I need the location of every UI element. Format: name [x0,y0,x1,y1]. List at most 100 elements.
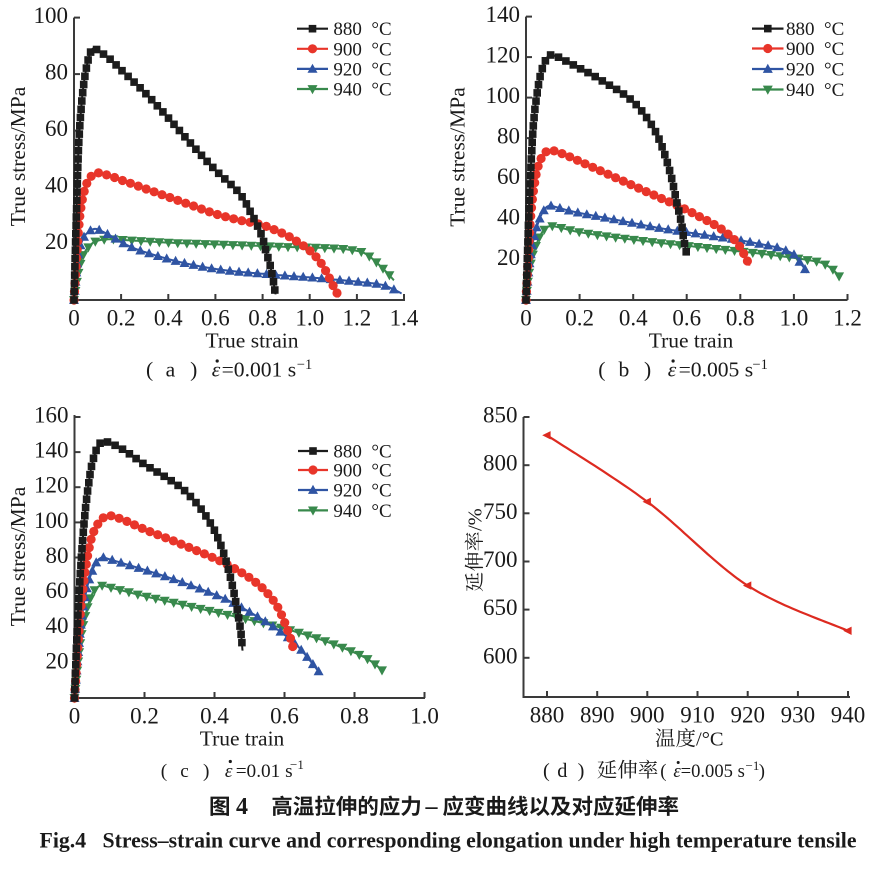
svg-text:40: 40 [497,205,520,230]
svg-text:True train: True train [649,329,734,353]
svg-text:Fig.4 Stress–strain curve an: Fig.4 Stress–strain curve and correspond… [40,829,857,853]
svg-text:c: c [180,761,189,782]
svg-text:True train: True train [200,727,285,751]
svg-text:True strain: True strain [206,329,299,353]
svg-text:=0.001 s: =0.001 s [222,358,297,382]
svg-text:0.4: 0.4 [200,704,229,729]
svg-text:): ) [190,358,197,382]
svg-text:20: 20 [45,229,68,254]
svg-text:(: ( [146,358,153,382]
svg-text:900 °C: 900 °C [786,39,844,60]
svg-text:40: 40 [46,613,69,638]
svg-text:940 °C: 940 °C [786,80,844,101]
svg-text:4: 4 [236,794,248,820]
svg-text:920: 920 [730,703,765,728]
svg-text:ε: ε [212,358,221,382]
svg-text:1.2: 1.2 [833,306,862,331]
svg-text:0.4: 0.4 [154,306,183,331]
svg-text:20: 20 [497,245,520,270]
svg-text:100: 100 [34,508,69,533]
svg-text:850: 850 [483,403,518,428]
svg-text:): ) [203,761,209,782]
svg-text:−1: −1 [752,357,767,373]
svg-text:): ) [578,760,585,782]
svg-text:20: 20 [46,648,69,673]
svg-text:1.0: 1.0 [295,306,324,331]
svg-text:True stress/MPa: True stress/MPa [6,486,30,626]
svg-text:=0.005 s: =0.005 s [679,358,754,382]
svg-text:920 °C: 920 °C [333,481,391,502]
svg-text:0.2: 0.2 [107,306,136,331]
svg-text:1.4: 1.4 [390,306,419,331]
svg-text:(: ( [161,761,167,782]
svg-text:900 °C: 900 °C [333,39,391,60]
svg-text:0: 0 [69,704,81,729]
svg-text:/%: /% [465,508,487,531]
svg-text:0.2: 0.2 [565,306,594,331]
svg-text:900 °C: 900 °C [333,461,391,482]
svg-text:120: 120 [34,473,69,498]
svg-text:80: 80 [46,543,69,568]
svg-text:750: 750 [483,499,518,524]
svg-text:0.2: 0.2 [130,704,159,729]
svg-text:890: 890 [580,703,615,728]
svg-text:−1: −1 [290,757,304,772]
svg-text:60: 60 [46,578,69,603]
svg-text:−1: −1 [297,357,312,373]
svg-text:60: 60 [45,116,68,141]
svg-text:880 °C: 880 °C [333,19,391,40]
svg-text:880 °C: 880 °C [786,19,844,40]
svg-text:0.6: 0.6 [270,704,299,729]
svg-text:–: – [425,794,439,820]
svg-text:120: 120 [486,43,521,68]
svg-text:650: 650 [483,595,518,620]
svg-text:=0.005 s: =0.005 s [681,761,745,782]
svg-text:d: d [557,760,567,782]
svg-text:(: ( [543,760,550,782]
svg-text:80: 80 [45,60,68,85]
svg-text:100: 100 [486,83,521,108]
svg-text:920 °C: 920 °C [333,59,391,80]
svg-text:): ) [644,358,651,382]
svg-text:0.6: 0.6 [201,306,230,331]
svg-text:ε: ε [673,761,681,782]
svg-text:920 °C: 920 °C [786,60,844,81]
svg-text:80: 80 [497,124,520,149]
svg-text:ε: ε [668,358,677,382]
svg-text:(: ( [660,761,666,782]
svg-text:40: 40 [45,173,68,198]
svg-text:0.8: 0.8 [340,704,369,729]
svg-text:160: 160 [34,403,69,428]
svg-text:600: 600 [483,643,518,668]
svg-text:ε: ε [225,761,233,782]
svg-text:100: 100 [34,3,69,28]
svg-text:True stress/MPa: True stress/MPa [6,86,30,226]
svg-text:a: a [166,358,176,382]
svg-text:/°C: /°C [696,729,724,751]
svg-text:True stress/MPa: True stress/MPa [446,87,470,227]
svg-text:=0.01 s: =0.01 s [236,761,293,782]
svg-text:0.8: 0.8 [248,306,277,331]
svg-text:880 °C: 880 °C [333,442,391,463]
svg-text:0.6: 0.6 [672,306,701,331]
svg-text:940 °C: 940 °C [333,80,391,101]
svg-text:−1: −1 [746,758,760,773]
svg-text:b: b [619,358,630,382]
svg-text:0: 0 [520,306,532,331]
svg-text:1.0: 1.0 [410,704,439,729]
svg-text:930: 930 [781,703,816,728]
svg-text:0.8: 0.8 [726,306,755,331]
svg-text:900: 900 [630,703,665,728]
svg-text:): ) [759,761,765,782]
svg-text:700: 700 [483,547,518,572]
svg-text:60: 60 [497,164,520,189]
svg-text:800: 800 [483,451,518,476]
svg-text:0.4: 0.4 [619,306,648,331]
svg-text:0: 0 [68,306,80,331]
svg-text:1.0: 1.0 [780,306,809,331]
svg-text:910: 910 [680,703,715,728]
svg-text:(: ( [598,358,605,382]
svg-text:140: 140 [486,2,521,27]
svg-text:940: 940 [831,703,866,728]
svg-text:140: 140 [34,438,69,463]
